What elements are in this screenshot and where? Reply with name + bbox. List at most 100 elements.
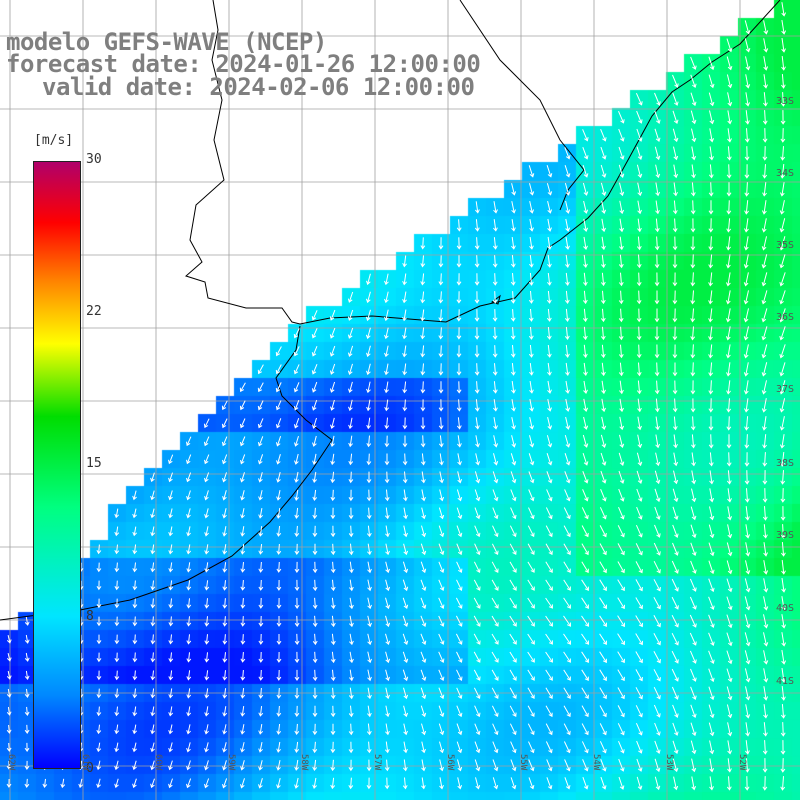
wind-arrow: [510, 453, 517, 466]
wind-arrow: [510, 273, 516, 286]
wind-arrow: [294, 615, 300, 628]
wind-arrow: [403, 723, 408, 736]
wind-arrow: [779, 182, 785, 197]
wind-arrow: [114, 724, 120, 735]
wind-arrow: [384, 273, 389, 286]
wind-arrow: [222, 688, 228, 699]
wind-arrow: [690, 218, 696, 233]
wind-arrow: [673, 434, 678, 449]
wind-arrow: [312, 687, 318, 700]
wind-arrow: [546, 308, 552, 322]
wind-arrow: [709, 146, 714, 161]
wind-arrow: [456, 651, 463, 663]
wind-arrow: [509, 633, 517, 645]
wind-arrow: [294, 597, 300, 609]
wind-arrow: [762, 164, 768, 179]
wind-arrow: [456, 237, 462, 250]
wind-arrow: [258, 544, 264, 555]
wind-arrow: [672, 542, 679, 556]
wind-arrow: [366, 525, 372, 538]
wind-arrow: [168, 760, 173, 771]
wind-arrow: [637, 416, 642, 431]
wind-arrow: [186, 436, 192, 447]
wind-arrow: [367, 597, 372, 610]
wind-arrow: [420, 345, 426, 358]
wind-arrow: [671, 578, 679, 592]
wind-arrow: [600, 326, 606, 341]
wind-arrow: [546, 759, 553, 772]
wind-arrow: [673, 164, 679, 179]
wind-arrow: [528, 290, 534, 304]
wind-arrow: [96, 742, 102, 753]
wind-arrow: [690, 542, 697, 557]
wind-arrow: [564, 165, 571, 178]
wind-arrow: [348, 705, 354, 718]
wind-arrow: [186, 472, 192, 483]
wind-arrow: [492, 489, 499, 502]
wind-arrow: [565, 380, 570, 394]
wind-arrow: [312, 525, 318, 538]
wind-arrow: [186, 580, 192, 591]
wind-arrow: [672, 272, 678, 287]
wind-arrow: [546, 471, 553, 484]
wind-arrow: [708, 560, 715, 575]
wind-arrow: [564, 147, 571, 160]
wind-arrow: [583, 218, 589, 232]
wind-arrow: [294, 435, 299, 447]
wind-arrow: [582, 434, 589, 448]
wind-arrow: [294, 723, 300, 735]
wind-arrow: [601, 380, 606, 395]
wind-arrow: [203, 418, 210, 429]
wind-arrow: [132, 526, 138, 537]
wind-arrow: [258, 561, 264, 573]
wind-arrow: [491, 633, 499, 645]
wind-arrow: [619, 182, 625, 197]
wind-arrow: [168, 706, 174, 717]
wind-arrow: [600, 776, 607, 790]
wind-arrow: [653, 651, 661, 664]
wind-arrow: [402, 399, 408, 412]
wind-arrow: [582, 290, 588, 305]
wind-arrow: [779, 398, 786, 413]
wind-arrow: [779, 254, 786, 269]
wind-arrow: [258, 579, 264, 591]
wind-arrow: [438, 417, 444, 430]
wind-arrow: [421, 759, 426, 772]
wind-arrow: [583, 200, 589, 214]
wind-arrow: [709, 488, 715, 503]
lat-label: 37S: [775, 384, 794, 395]
wind-arrow: [761, 398, 767, 413]
wind-arrow: [349, 669, 354, 682]
wind-arrow: [601, 398, 606, 413]
lon-label: 55W: [518, 753, 528, 770]
lon-label: 61W: [80, 753, 90, 770]
wind-arrow: [779, 416, 785, 431]
wind-arrow: [204, 742, 209, 753]
wind-arrow: [438, 507, 445, 520]
wind-arrow: [635, 524, 643, 538]
wind-arrow: [672, 236, 678, 251]
wind-arrow: [222, 472, 227, 483]
wind-arrow: [474, 219, 480, 232]
wind-arrow: [221, 418, 228, 429]
wind-arrow: [672, 488, 679, 503]
wind-arrow: [438, 435, 444, 448]
wind-arrow: [726, 776, 732, 791]
wind-arrow: [546, 290, 552, 304]
wind-arrow: [708, 704, 715, 719]
wind-arrow: [402, 561, 409, 574]
wind-arrow: [349, 633, 354, 646]
wind-arrow: [330, 453, 335, 466]
wind-arrow: [150, 760, 155, 771]
wind-arrow: [258, 724, 264, 735]
wind-arrow: [745, 524, 751, 539]
wind-arrow: [635, 92, 643, 106]
lon-label: 59W: [226, 753, 236, 770]
wind-arrow: [581, 561, 589, 574]
wind-arrow: [367, 579, 372, 592]
wind-arrow: [744, 776, 750, 791]
wind-arrow: [691, 488, 697, 503]
lon-label: 56W: [445, 753, 455, 770]
wind-arrow: [529, 183, 535, 196]
wind-arrow: [545, 633, 553, 645]
